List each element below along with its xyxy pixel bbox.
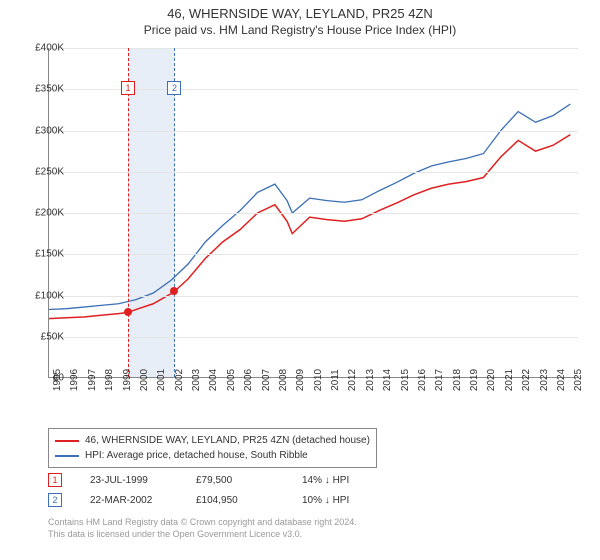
x-axis-label: 2013 — [365, 369, 376, 391]
transactions-table: 1 23-JUL-1999 £79,500 14% ↓ HPI 2 22-MAR-2002… — [48, 470, 380, 510]
credit-line-1: Contains HM Land Registry data © Crown c… — [48, 516, 357, 528]
x-axis-label: 2003 — [191, 369, 202, 391]
legend-item: 46, WHERNSIDE WAY, LEYLAND, PR25 4ZN (de… — [55, 433, 370, 448]
x-axis-label: 2016 — [417, 369, 428, 391]
x-axis-label: 2000 — [139, 369, 150, 391]
x-axis-label: 1996 — [69, 369, 80, 391]
y-axis-label: £300K — [20, 125, 64, 136]
credit-text: Contains HM Land Registry data © Crown c… — [48, 516, 357, 540]
transaction-diff: 10% ↓ HPI — [302, 495, 380, 506]
x-axis-label: 2019 — [469, 369, 480, 391]
y-axis-label: £250K — [20, 166, 64, 177]
event-marker-box: 1 — [121, 81, 135, 95]
transaction-date: 22-MAR-2002 — [90, 495, 168, 506]
x-axis-label: 2020 — [486, 369, 497, 391]
x-axis-label: 2017 — [434, 369, 445, 391]
x-axis-label: 2010 — [313, 369, 324, 391]
transaction-diff: 14% ↓ HPI — [302, 475, 380, 486]
x-axis-label: 1998 — [104, 369, 115, 391]
x-axis-label: 2021 — [504, 369, 515, 391]
x-axis-label: 2007 — [261, 369, 272, 391]
event-marker-box: 2 — [167, 81, 181, 95]
plot-area: 12 — [48, 48, 578, 378]
x-axis-label: 2005 — [226, 369, 237, 391]
legend-box: 46, WHERNSIDE WAY, LEYLAND, PR25 4ZN (de… — [48, 428, 377, 468]
y-axis-label: £50K — [20, 331, 64, 342]
x-axis-label: 2004 — [208, 369, 219, 391]
transaction-row: 2 22-MAR-2002 £104,950 10% ↓ HPI — [48, 490, 380, 510]
x-axis-label: 1999 — [122, 369, 133, 391]
x-axis-label: 2012 — [347, 369, 358, 391]
y-axis-label: £200K — [20, 208, 64, 219]
chart-subtitle: Price paid vs. HM Land Registry's House … — [0, 21, 600, 41]
x-axis-label: 2018 — [452, 369, 463, 391]
transaction-date: 23-JUL-1999 — [90, 475, 168, 486]
x-axis-label: 2023 — [539, 369, 550, 391]
transaction-marker: 2 — [48, 493, 62, 507]
data-point — [124, 308, 132, 316]
chart-title: 46, WHERNSIDE WAY, LEYLAND, PR25 4ZN — [0, 0, 600, 21]
x-axis-label: 2009 — [295, 369, 306, 391]
y-axis-label: £150K — [20, 249, 64, 260]
x-axis-label: 1995 — [52, 369, 63, 391]
transaction-price: £104,950 — [196, 495, 274, 506]
x-axis-label: 2011 — [330, 369, 341, 391]
x-axis-label: 2001 — [156, 369, 167, 391]
event-vline — [128, 48, 129, 377]
x-axis-label: 2022 — [521, 369, 532, 391]
x-axis-label: 2024 — [556, 369, 567, 391]
chart-container: 46, WHERNSIDE WAY, LEYLAND, PR25 4ZN Pri… — [0, 0, 600, 560]
data-point — [170, 287, 178, 295]
transaction-row: 1 23-JUL-1999 £79,500 14% ↓ HPI — [48, 470, 380, 490]
legend-label: HPI: Average price, detached house, Sout… — [85, 448, 308, 463]
legend-item: HPI: Average price, detached house, Sout… — [55, 448, 370, 463]
x-axis-label: 2025 — [573, 369, 584, 391]
transaction-price: £79,500 — [196, 475, 274, 486]
y-axis-label: £400K — [20, 43, 64, 54]
y-axis-label: £100K — [20, 290, 64, 301]
y-axis-label: £350K — [20, 84, 64, 95]
x-axis-label: 2002 — [174, 369, 185, 391]
legend-swatch — [55, 440, 79, 442]
x-axis-label: 1997 — [87, 369, 98, 391]
credit-line-2: This data is licensed under the Open Gov… — [48, 528, 357, 540]
legend-label: 46, WHERNSIDE WAY, LEYLAND, PR25 4ZN (de… — [85, 433, 370, 448]
x-axis-label: 2014 — [382, 369, 393, 391]
x-axis-label: 2008 — [278, 369, 289, 391]
transaction-marker: 1 — [48, 473, 62, 487]
legend-swatch — [55, 455, 79, 457]
x-axis-label: 2006 — [243, 369, 254, 391]
x-axis-label: 2015 — [400, 369, 411, 391]
event-vline — [174, 48, 175, 377]
